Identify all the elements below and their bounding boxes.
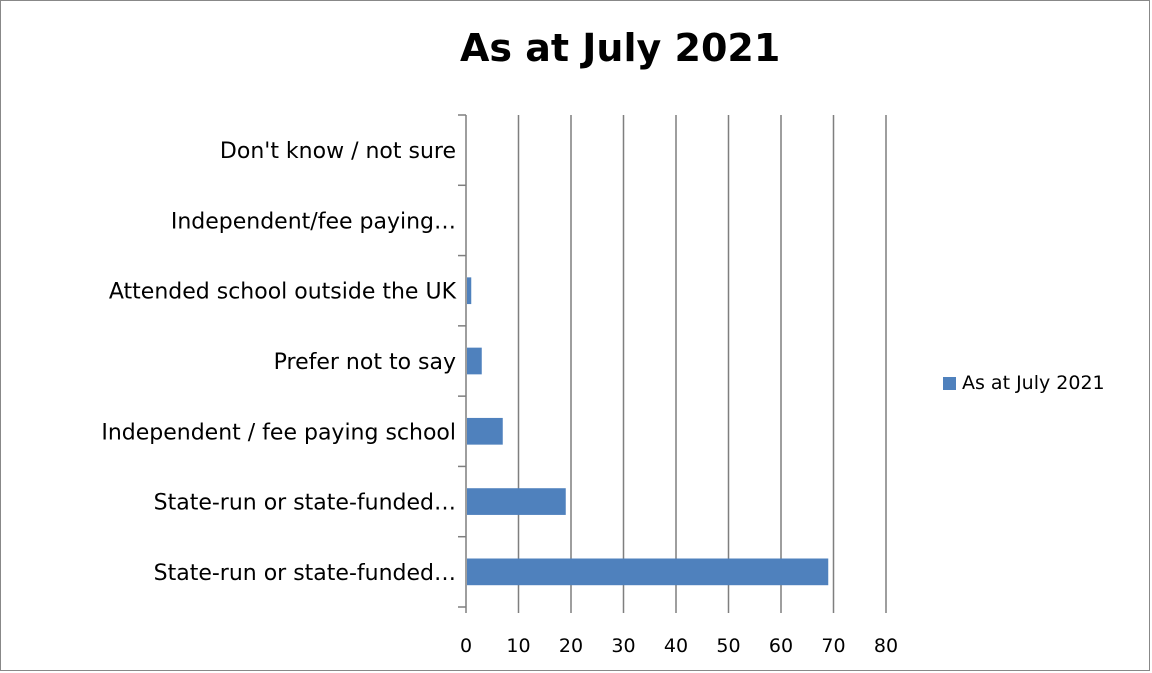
- category-label: Prefer not to say: [274, 350, 456, 375]
- category-label: State-run or state-funded…: [154, 491, 456, 516]
- category-label: Independent / fee paying school: [101, 420, 456, 445]
- x-tick-label: 70: [821, 635, 845, 657]
- x-tick-label: 60: [769, 635, 793, 657]
- x-tick-label: 10: [506, 635, 530, 657]
- category-label: State-run or state-funded…: [154, 561, 456, 586]
- bar: [467, 417, 503, 445]
- x-tick-label: 80: [874, 635, 898, 657]
- category-label: Independent/fee paying…: [171, 209, 456, 234]
- bar: [467, 488, 566, 515]
- legend-label: As at July 2021: [962, 372, 1105, 394]
- bar: [467, 558, 829, 586]
- x-tick-label: 0: [460, 635, 472, 657]
- legend-swatch: [943, 376, 956, 390]
- legend: As at July 2021: [943, 372, 1105, 394]
- category-label: Don't know / not sure: [220, 139, 456, 164]
- bar: [467, 347, 482, 375]
- x-tick-label: 50: [716, 635, 740, 657]
- bar: [467, 277, 472, 305]
- category-label: Attended school outside the UK: [109, 280, 457, 305]
- x-tick-label: 40: [664, 635, 688, 657]
- x-tick-label: 30: [611, 635, 635, 657]
- x-tick-label: 20: [559, 635, 583, 657]
